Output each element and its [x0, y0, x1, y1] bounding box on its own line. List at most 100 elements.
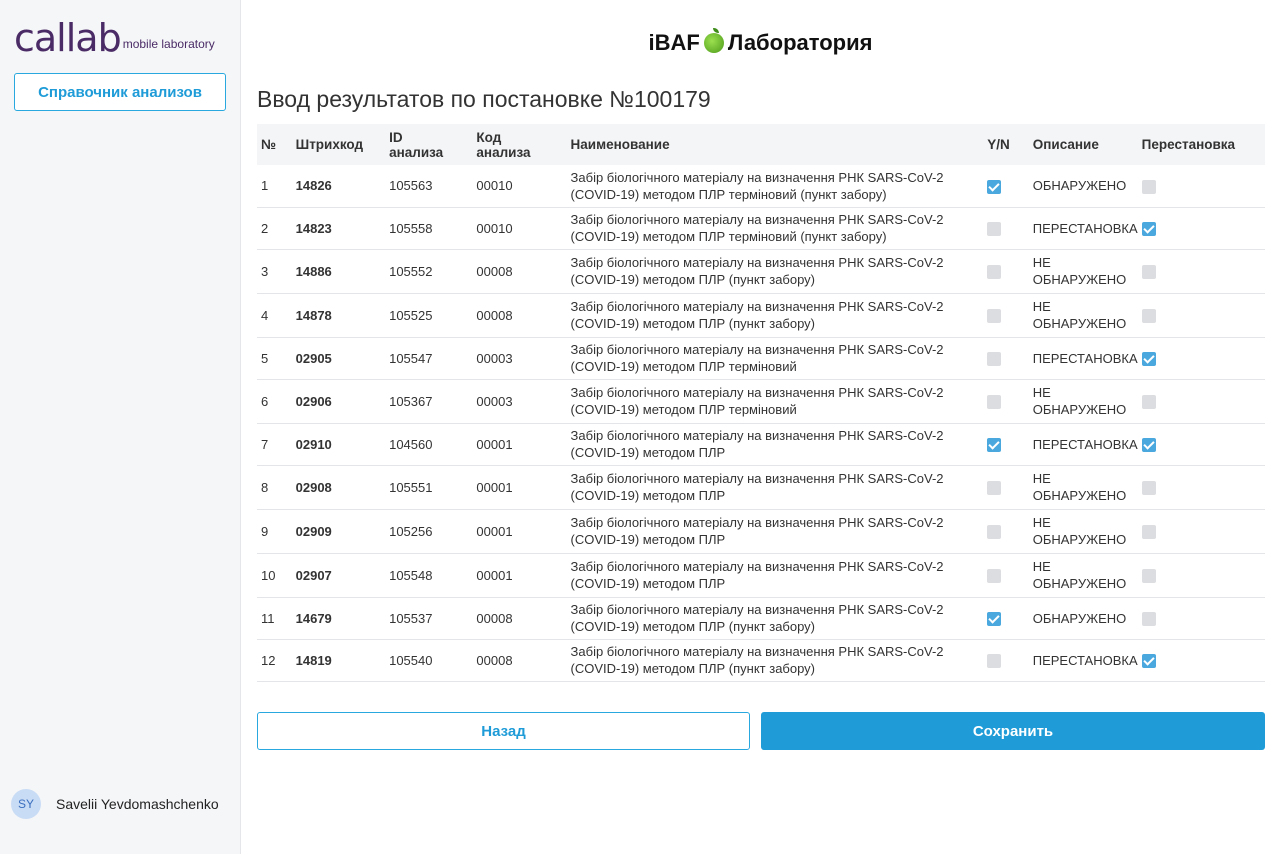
row-analysis-id: 105558: [385, 207, 473, 250]
row-yn-cell: [983, 639, 1029, 682]
yn-checkbox[interactable]: [987, 654, 1002, 669]
col-num: №: [261, 137, 277, 152]
swap-checkbox[interactable]: [1141, 309, 1156, 324]
row-barcode: 14819: [291, 639, 386, 682]
swap-checkbox[interactable]: [1141, 438, 1156, 453]
yn-checkbox[interactable]: [987, 352, 1002, 367]
row-description: ОБНАРУЖЕНО: [1028, 165, 1138, 208]
row-analysis-code: 00001: [472, 509, 567, 554]
row-analysis-code: 00008: [472, 293, 567, 338]
row-name: Забір біологічного матеріалу на визначен…: [566, 293, 984, 338]
yn-checkbox[interactable]: [987, 481, 1002, 496]
row-yn-cell: [983, 423, 1029, 466]
row-barcode: 02910: [291, 423, 386, 466]
swap-checkbox[interactable]: [1141, 265, 1156, 280]
row-yn-cell: [983, 293, 1029, 338]
swap-checkbox[interactable]: [1141, 179, 1156, 194]
row-name: Забір біологічного матеріалу на визначен…: [566, 379, 984, 424]
row-description: ПЕРЕСТАНОВКА: [1028, 639, 1138, 682]
swap-checkbox[interactable]: [1141, 395, 1156, 410]
table-row: 10 02907 105548 00001 Забір біологічного мат…: [257, 553, 1265, 598]
row-barcode: 02909: [291, 509, 386, 554]
yn-checkbox[interactable]: [987, 395, 1002, 410]
yn-checkbox[interactable]: [987, 612, 1002, 627]
row-analysis-code: 00001: [472, 465, 567, 510]
row-swap-cell: [1137, 509, 1265, 554]
row-swap-cell: [1137, 597, 1265, 640]
yn-checkbox[interactable]: [987, 569, 1002, 584]
table-row: 5 02905 105547 00003 Забір біологічного мате…: [257, 337, 1265, 380]
row-name: Забір біологічного матеріалу на визначен…: [566, 249, 984, 294]
row-name: Забір біологічного матеріалу на визначен…: [566, 639, 984, 682]
logo-subtitle: mobile laboratory: [122, 37, 215, 51]
yn-checkbox[interactable]: [987, 222, 1002, 237]
swap-checkbox[interactable]: [1141, 222, 1156, 237]
row-analysis-code: 00008: [472, 249, 567, 294]
col-analysis-code: Код анализа: [476, 129, 531, 160]
yn-checkbox[interactable]: [987, 309, 1002, 324]
app-title: iBAF Лаборатория: [241, 28, 1280, 56]
table-row: 6 02906 105367 00003 Забір біологічного мате…: [257, 379, 1265, 424]
analysis-reference-button[interactable]: Справочник анализов: [14, 73, 226, 111]
col-yn: Y/N: [987, 137, 1010, 152]
row-swap-cell: [1137, 379, 1265, 424]
row-yn-cell: [983, 379, 1029, 424]
back-button[interactable]: Назад: [257, 712, 750, 750]
row-num: 2: [257, 207, 292, 250]
row-analysis-code: 00008: [472, 639, 567, 682]
row-name: Забір біологічного матеріалу на визначен…: [566, 337, 984, 380]
row-description: НЕ ОБНАРУЖЕНО: [1028, 553, 1138, 598]
col-name: Наименование: [570, 137, 670, 152]
row-num: 12: [257, 639, 292, 682]
row-description: ПЕРЕСТАНОВКА: [1028, 337, 1138, 380]
row-description: ПЕРЕСТАНОВКА: [1028, 423, 1138, 466]
table-header-row: № Штрихкод ID анализа Код анализа Наименов…: [257, 124, 1265, 165]
yn-checkbox[interactable]: [987, 438, 1002, 453]
swap-checkbox[interactable]: [1141, 612, 1156, 627]
row-analysis-id: 105256: [385, 509, 473, 554]
row-yn-cell: [983, 337, 1029, 380]
swap-checkbox[interactable]: [1141, 352, 1156, 367]
swap-checkbox[interactable]: [1141, 525, 1156, 540]
row-analysis-id: 105547: [385, 337, 473, 380]
row-swap-cell: [1137, 553, 1265, 598]
callab-logo[interactable]: callab mobile laboratory: [14, 18, 215, 58]
table-row: 11 14679 105537 00008 Забір біологічного мат…: [257, 597, 1265, 640]
row-swap-cell: [1137, 337, 1265, 380]
row-analysis-id: 105525: [385, 293, 473, 338]
app-title-left: iBAF: [648, 30, 700, 55]
swap-checkbox[interactable]: [1141, 654, 1156, 669]
row-analysis-id: 105548: [385, 553, 473, 598]
row-yn-cell: [983, 509, 1029, 554]
row-name: Забір біологічного матеріалу на визначен…: [566, 597, 984, 640]
page-title: Ввод результатов по постановке №100179: [257, 86, 711, 112]
row-yn-cell: [983, 553, 1029, 598]
avatar: SY: [11, 789, 41, 819]
table-row: 12 14819 105540 00008 Забір біологічного мат…: [257, 639, 1265, 682]
row-analysis-code: 00003: [472, 379, 567, 424]
row-barcode: 14679: [291, 597, 386, 640]
row-num: 5: [257, 337, 292, 380]
row-description: НЕ ОБНАРУЖЕНО: [1028, 293, 1138, 338]
row-num: 10: [257, 553, 292, 598]
row-swap-cell: [1137, 423, 1265, 466]
table-row: 2 14823 105558 00010 Забір біологічного мате…: [257, 207, 1265, 250]
yn-checkbox[interactable]: [987, 179, 1002, 194]
yn-checkbox[interactable]: [987, 265, 1002, 280]
yn-checkbox[interactable]: [987, 525, 1002, 540]
row-name: Забір біологічного матеріалу на визначен…: [566, 553, 984, 598]
swap-checkbox[interactable]: [1141, 481, 1156, 496]
save-button[interactable]: Сохранить: [761, 712, 1265, 750]
row-yn-cell: [983, 249, 1029, 294]
app-title-right: Лаборатория: [727, 30, 873, 55]
row-analysis-id: 105551: [385, 465, 473, 510]
row-barcode: 02905: [291, 337, 386, 380]
row-name: Забір біологічного матеріалу на визначен…: [566, 509, 984, 554]
row-analysis-code: 00010: [472, 207, 567, 250]
user-profile[interactable]: SY Savelii Yevdomashchenko: [11, 789, 219, 819]
swap-checkbox[interactable]: [1141, 569, 1156, 584]
row-name: Забір біологічного матеріалу на визначен…: [566, 465, 984, 510]
row-barcode: 02907: [291, 553, 386, 598]
row-analysis-code: 00008: [472, 597, 567, 640]
row-analysis-id: 105552: [385, 249, 473, 294]
